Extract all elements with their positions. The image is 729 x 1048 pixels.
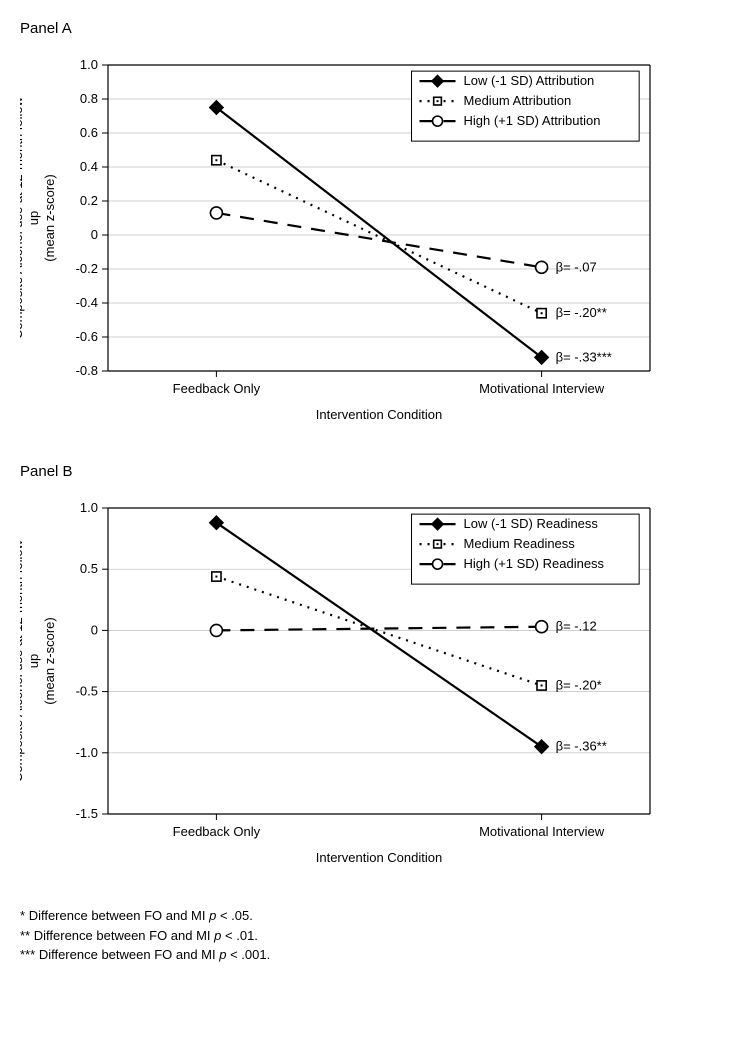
footnote-tail: < .05. (216, 908, 253, 923)
svg-text:-0.5: -0.5 (76, 684, 98, 699)
svg-text:0.2: 0.2 (80, 193, 98, 208)
svg-text:Low (-1 SD) Readiness: Low (-1 SD) Readiness (464, 516, 599, 531)
footnote-stars: * (20, 908, 25, 923)
footnote-tail: < .01. (221, 928, 258, 943)
footnote-3: *** Difference between FO and MI p < .00… (20, 945, 709, 965)
svg-text:β= -.12: β= -.12 (556, 619, 597, 634)
footnote-text: Difference between FO and MI (29, 908, 209, 923)
svg-text:up: up (26, 211, 41, 225)
panel-b-svg: -1.5 -1.0 -0.5 0 0.5 1.0 Feedback Only Motivati… (20, 486, 660, 886)
svg-text:Feedback Only: Feedback Only (173, 381, 261, 396)
svg-text:Feedback Only: Feedback Only (173, 824, 261, 839)
footnote-2: ** Difference between FO and MI p < .01. (20, 926, 709, 946)
svg-text:0: 0 (91, 622, 98, 637)
svg-text:-0.2: -0.2 (76, 261, 98, 276)
svg-text:Intervention Condition: Intervention Condition (316, 407, 442, 422)
footnotes: * Difference between FO and MI p < .05. … (20, 906, 709, 965)
footnote-tail: < .001. (226, 947, 270, 962)
svg-text:β= -.20**: β= -.20** (556, 305, 607, 320)
svg-text:-0.8: -0.8 (76, 363, 98, 378)
svg-text:β= -.33***: β= -.33*** (556, 349, 612, 364)
footnote-stars: ** (20, 928, 30, 943)
footnote-stars: *** (20, 947, 35, 962)
svg-text:0: 0 (91, 227, 98, 242)
footnote-1: * Difference between FO and MI p < .05. (20, 906, 709, 926)
panel-a-svg: -0.8 -0.6 -0.4 -0.2 0 0.2 0.4 0.6 0.8 1.0 Feedback… (20, 43, 660, 443)
svg-text:High (+1 SD) Attribution: High (+1 SD) Attribution (464, 113, 601, 128)
svg-text:Medium Readiness: Medium Readiness (464, 536, 576, 551)
panel-b-chart: -1.5 -1.0 -0.5 0 0.5 1.0 Feedback Only Motivati… (20, 486, 709, 886)
svg-text:Motivational Interview: Motivational Interview (479, 381, 605, 396)
svg-text:0.5: 0.5 (80, 561, 98, 576)
footnote-text: Difference between FO and MI (34, 928, 214, 943)
svg-text:(mean z-score): (mean z-score) (42, 617, 57, 704)
panel-a-title: Panel A (20, 20, 709, 37)
svg-text:1.0: 1.0 (80, 57, 98, 72)
svg-text:0.4: 0.4 (80, 159, 98, 174)
svg-text:Medium Attribution: Medium Attribution (464, 93, 572, 108)
panel-b-title: Panel B (20, 463, 709, 480)
svg-text:0.8: 0.8 (80, 91, 98, 106)
svg-text:Motivational Interview: Motivational Interview (479, 824, 605, 839)
svg-text:Composite Alcohol use at 12-mo: Composite Alcohol use at 12-month follow (20, 96, 25, 339)
svg-text:up: up (26, 654, 41, 668)
svg-text:1.0: 1.0 (80, 500, 98, 515)
svg-text:β= -.36**: β= -.36** (556, 739, 607, 754)
svg-text:0.6: 0.6 (80, 125, 98, 140)
svg-text:-1.0: -1.0 (76, 745, 98, 760)
panel-a-chart: -0.8 -0.6 -0.4 -0.2 0 0.2 0.4 0.6 0.8 1.0 Feedback… (20, 43, 709, 443)
svg-text:Composite Alcohol use at 12-mo: Composite Alcohol use at 12-month follow (20, 539, 25, 782)
svg-text:Low (-1 SD) Attribution: Low (-1 SD) Attribution (464, 73, 595, 88)
footnote-text: Difference between FO and MI (39, 947, 219, 962)
svg-text:Intervention Condition: Intervention Condition (316, 850, 442, 865)
svg-text:β= -.07: β= -.07 (556, 259, 597, 274)
svg-text:-0.4: -0.4 (76, 295, 98, 310)
svg-text:High (+1 SD) Readiness: High (+1 SD) Readiness (464, 556, 605, 571)
svg-text:-1.5: -1.5 (76, 806, 98, 821)
svg-text:β= -.20*: β= -.20* (556, 677, 602, 692)
svg-text:-0.6: -0.6 (76, 329, 98, 344)
svg-text:(mean z-score): (mean z-score) (42, 174, 57, 261)
